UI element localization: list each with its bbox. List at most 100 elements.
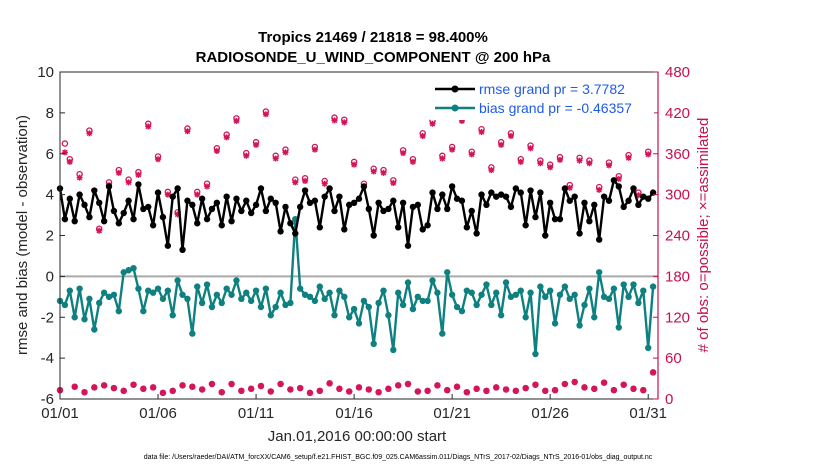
obs-assimilated-marker	[581, 384, 588, 391]
bias-point	[282, 301, 289, 309]
bias-point	[375, 299, 382, 307]
bias-point	[243, 289, 250, 296]
obs-assimilated-marker	[81, 389, 88, 396]
bias-point	[179, 291, 186, 298]
rmse-point	[341, 226, 348, 233]
bias-point	[365, 303, 373, 311]
obs-assimilated-marker	[419, 133, 426, 140]
obs-assimilated-marker	[326, 380, 333, 387]
bias-point	[507, 293, 515, 301]
obs-assimilated-marker	[517, 158, 524, 165]
rmse-point	[512, 185, 520, 192]
obs-assimilated-marker	[218, 389, 225, 396]
bias-point	[625, 293, 632, 301]
rmse-point	[71, 217, 78, 225]
x-tick-label: 01/11	[238, 405, 274, 422]
bias-point	[527, 289, 534, 296]
bias-point	[576, 322, 583, 329]
rmse-point	[174, 185, 181, 192]
bias-point	[125, 267, 132, 274]
obs-assimilated-marker	[277, 381, 284, 388]
bias-point	[208, 303, 216, 311]
bias-point	[66, 287, 74, 294]
bias-point	[91, 326, 98, 333]
y2-tick-label: 0	[665, 391, 673, 408]
rmse-point	[370, 232, 377, 239]
bias-point	[409, 305, 417, 313]
obs-assimilated-marker	[449, 146, 456, 153]
bias-point	[644, 344, 652, 352]
rmse-point	[292, 230, 299, 237]
rmse-point	[355, 195, 363, 202]
y2-tick-label: 180	[665, 268, 690, 285]
rmse-point	[311, 197, 319, 204]
legend-marker-bias	[451, 104, 459, 112]
obs-assimilated-marker	[591, 385, 598, 392]
rmse-point	[301, 187, 309, 194]
rmse-point	[463, 224, 471, 231]
bias-point	[321, 295, 328, 303]
bias-point	[439, 330, 446, 337]
obs-assimilated-marker	[478, 128, 485, 135]
bias-point	[478, 291, 485, 298]
rmse-point	[316, 224, 323, 231]
bias-point	[600, 293, 608, 301]
obs-assimilated-marker	[596, 186, 603, 193]
obs-assimilated-marker	[306, 389, 313, 396]
bias-point	[424, 297, 431, 305]
rmse-point	[478, 191, 485, 198]
obs-assimilated-marker	[336, 385, 343, 392]
bias-point	[444, 269, 451, 276]
obs-assimilated-marker	[135, 171, 142, 178]
rmse-point	[429, 189, 436, 196]
y2-tick-label: 480	[665, 64, 690, 81]
bias-point	[542, 293, 549, 301]
obs-assimilated-marker	[375, 389, 382, 396]
bias-point	[228, 291, 235, 298]
rmse-point	[409, 203, 417, 211]
obs-assimilated-marker	[488, 167, 495, 174]
bias-point	[586, 285, 593, 292]
bias-point	[61, 301, 69, 309]
bias-point	[164, 287, 172, 294]
obs-assimilated-marker	[321, 180, 328, 187]
rmse-point	[610, 177, 618, 184]
obs-assimilated-marker	[561, 381, 568, 388]
bias-point	[140, 307, 147, 315]
bias-point	[385, 312, 392, 319]
rmse-point	[61, 215, 69, 223]
obs-assimilated-marker	[311, 146, 318, 153]
rmse-point	[91, 187, 98, 194]
bias-point	[277, 289, 284, 296]
rmse-point	[252, 201, 260, 209]
bias-point	[272, 303, 279, 311]
obs-assimilated-marker	[101, 382, 108, 389]
rmse-point	[488, 189, 495, 196]
obs-assimilated-marker	[189, 383, 196, 390]
obs-assimilated-marker	[257, 383, 264, 390]
obs-assimilated-marker	[556, 156, 563, 163]
rmse-point	[194, 220, 201, 227]
bias-point	[115, 307, 123, 315]
rmse-point	[571, 193, 578, 200]
rmse-point	[390, 197, 397, 204]
obs-assimilated-marker	[454, 383, 461, 390]
obs-assimilated-marker	[507, 133, 514, 140]
obs-assimilated-marker	[174, 211, 181, 218]
obs-assimilated-marker	[527, 145, 534, 152]
rmse-point	[625, 197, 632, 204]
rmse-point	[576, 230, 583, 237]
bias-point	[468, 289, 475, 296]
bias-point	[120, 269, 127, 276]
obs-assimilated-marker	[424, 387, 431, 394]
obs-assimilated-marker	[615, 175, 622, 182]
bias-point	[483, 281, 490, 288]
rmse-point	[439, 191, 446, 198]
obs-assimilated-marker	[316, 387, 323, 394]
obs-assimilated-marker	[385, 385, 392, 392]
obs-assimilated-marker	[537, 160, 544, 167]
x-tick-label: 01/21	[433, 405, 471, 422]
legend-label-rmse: rmse grand pr = 3.7782	[479, 81, 625, 97]
bias-point	[473, 301, 480, 309]
obs-assimilated-marker	[356, 384, 362, 391]
